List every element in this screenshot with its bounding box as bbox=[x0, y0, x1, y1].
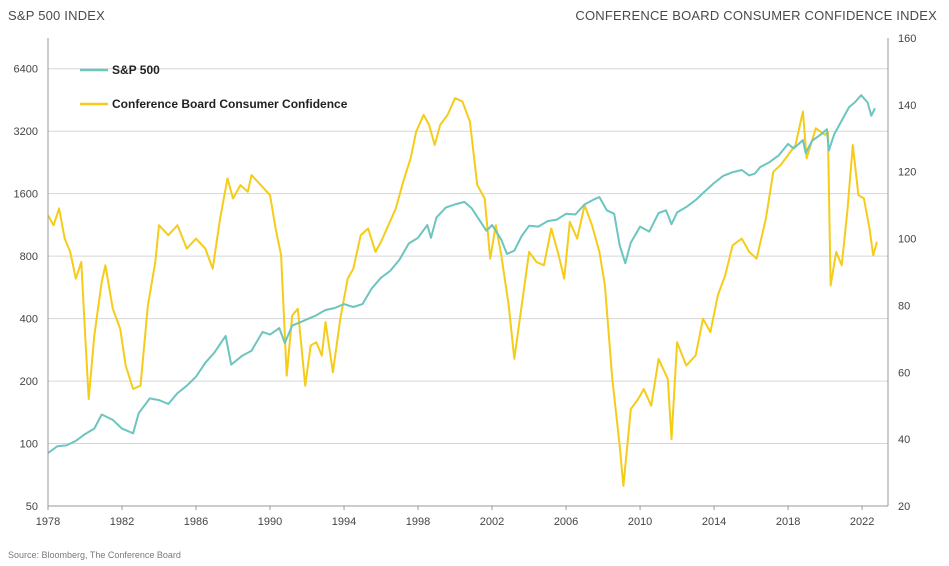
y-right-tick-label: 80 bbox=[898, 300, 910, 312]
legend-label-sp500: S&P 500 bbox=[112, 63, 160, 77]
y-right-tick-label: 160 bbox=[898, 33, 916, 45]
x-tick-label: 2006 bbox=[554, 516, 578, 528]
x-tick-label: 2022 bbox=[850, 516, 874, 528]
x-tick-label: 1994 bbox=[332, 516, 356, 528]
y-right-tick-label: 100 bbox=[898, 234, 916, 246]
consumer-confidence-line bbox=[47, 97, 878, 487]
x-tick-label: 2010 bbox=[628, 516, 652, 528]
axes: 50 100 200 400 800 1600 3200 6400 20 40 60 80 100 120… bbox=[14, 33, 917, 528]
y-left-tick-label: 400 bbox=[20, 314, 38, 326]
y-left-tick-label: 50 bbox=[26, 501, 38, 513]
x-tick-label: 1986 bbox=[184, 516, 208, 528]
y-right-tick-label: 60 bbox=[898, 367, 910, 379]
y-right-tick-label: 40 bbox=[898, 434, 910, 446]
sp500-line bbox=[47, 94, 876, 454]
series-lines bbox=[47, 94, 878, 487]
y-left-tick-label: 800 bbox=[20, 251, 38, 263]
y-left-tick-label: 3200 bbox=[14, 126, 38, 138]
y-left-tick-label: 100 bbox=[20, 439, 38, 451]
x-tick-label: 2014 bbox=[702, 516, 726, 528]
y-left-tick-label: 6400 bbox=[14, 64, 38, 76]
y-left-tick-label: 1600 bbox=[14, 189, 38, 201]
y-right-tick-label: 140 bbox=[898, 100, 916, 112]
y-right-tick-label: 20 bbox=[898, 501, 910, 513]
gridlines bbox=[48, 68, 888, 507]
x-tick-label: 1990 bbox=[258, 516, 282, 528]
right-axis-title: CONFERENCE BOARD CONSUMER CONFIDENCE IND… bbox=[575, 8, 937, 23]
legend: S&P 500 Conference Board Consumer Confide… bbox=[80, 63, 348, 111]
x-tick-label: 1978 bbox=[36, 516, 60, 528]
x-tick-label: 2018 bbox=[776, 516, 800, 528]
x-tick-label: 1998 bbox=[406, 516, 430, 528]
x-tick-label: 2002 bbox=[480, 516, 504, 528]
y-left-tick-label: 200 bbox=[20, 376, 38, 388]
legend-label-consumer-confidence: Conference Board Consumer Confidence bbox=[112, 97, 348, 111]
y-right-tick-label: 120 bbox=[898, 167, 916, 179]
left-axis-title: S&P 500 INDEX bbox=[8, 8, 106, 23]
x-tick-label: 1982 bbox=[110, 516, 134, 528]
source-note: Source: Bloomberg, The Conference Board bbox=[8, 550, 181, 560]
